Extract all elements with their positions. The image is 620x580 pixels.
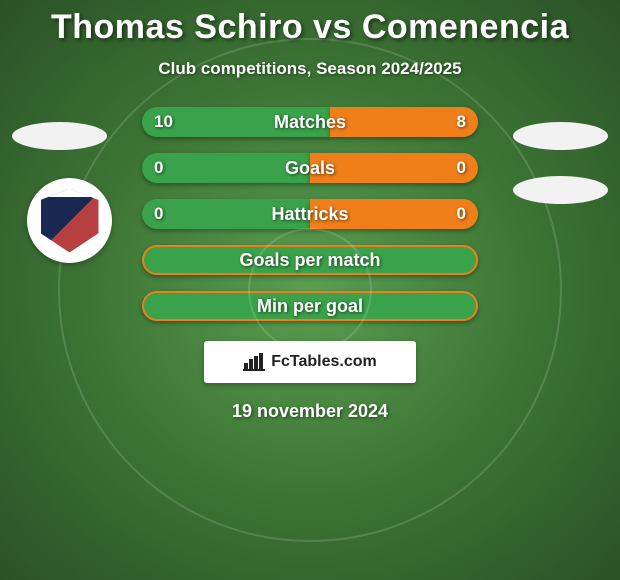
stat-row: Min per goal — [142, 291, 478, 321]
stat-value-left: 0 — [154, 158, 163, 178]
stat-value-right: 8 — [457, 112, 466, 132]
page-title: Thomas Schiro vs Comenencia — [51, 8, 569, 47]
branding-text: FcTables.com — [271, 353, 377, 371]
stat-label: Goals — [285, 158, 335, 179]
stat-row: 0 0 Hattricks — [142, 199, 478, 229]
stat-rows: 10 8 Matches 0 0 Goals 0 0 Hattricks Goals per ma… — [142, 107, 478, 321]
club-shield-icon — [41, 189, 99, 253]
bar-chart-icon — [243, 353, 265, 371]
stat-row: 0 0 Goals — [142, 153, 478, 183]
stat-value-left: 10 — [154, 112, 173, 132]
player-right-avatar — [513, 122, 608, 150]
stat-value-left: 0 — [154, 204, 163, 224]
subtitle: Club competitions, Season 2024/2025 — [158, 59, 461, 79]
stat-label: Hattricks — [271, 204, 348, 225]
stat-value-right: 0 — [457, 158, 466, 178]
stat-value-right: 0 — [457, 204, 466, 224]
stat-label: Goals per match — [239, 250, 380, 271]
player-right-club-avatar — [513, 176, 608, 204]
stat-row: 10 8 Matches — [142, 107, 478, 137]
branding-badge: FcTables.com — [204, 341, 416, 383]
player-left-club-logo — [27, 178, 112, 263]
stat-label: Min per goal — [257, 296, 363, 317]
player-left-avatar — [12, 122, 107, 150]
stat-label: Matches — [274, 112, 346, 133]
stat-row: Goals per match — [142, 245, 478, 275]
stat-bar-right — [310, 153, 478, 183]
date: 19 november 2024 — [232, 401, 388, 422]
